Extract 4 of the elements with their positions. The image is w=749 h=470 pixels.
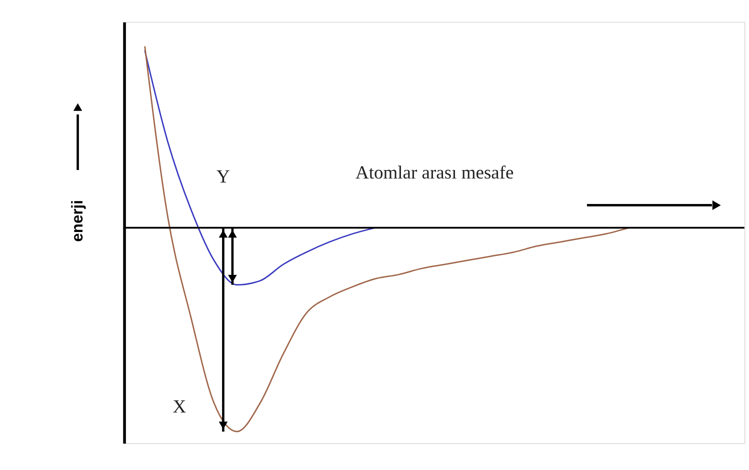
y-axis-title: enerji: [69, 200, 86, 242]
x-axis-title: Atomlar arası mesafe: [356, 163, 514, 184]
annotation: Y: [216, 167, 230, 188]
annotation: X: [172, 398, 187, 418]
